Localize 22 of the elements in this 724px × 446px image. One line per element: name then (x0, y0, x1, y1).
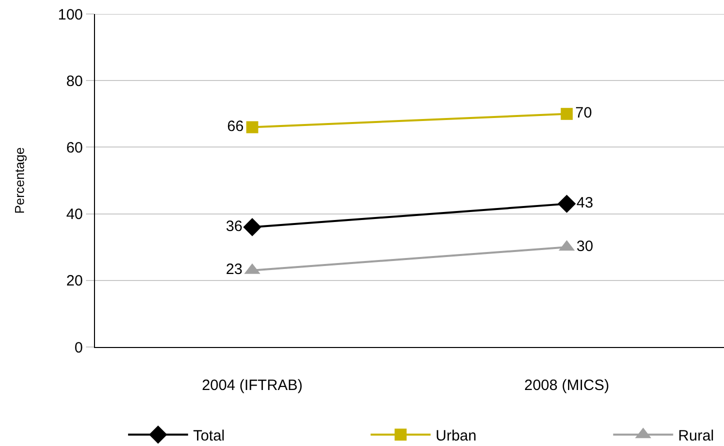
y-tick-label: 40 (66, 206, 83, 224)
data-label: 30 (576, 238, 594, 255)
y-tick-label: 60 (66, 139, 83, 156)
data-label: 36 (226, 218, 242, 235)
data-label: 43 (576, 194, 594, 212)
y-axis-title: Percentage (12, 147, 27, 214)
x-tick-label: 2008 (MICS) (524, 377, 610, 394)
y-tick-label: 20 (66, 272, 83, 290)
y-tick-label: 0 (74, 339, 83, 356)
point (243, 218, 262, 236)
legend-label: Rural (678, 427, 714, 444)
point (558, 194, 576, 213)
data-label: 66 (227, 118, 244, 135)
x-tick-label: 2004 (IFTRAB) (202, 377, 303, 394)
point (560, 108, 573, 120)
data-label: 70 (575, 104, 592, 122)
point (246, 121, 258, 134)
y-tick-label: 80 (66, 72, 83, 90)
data-label: 23 (226, 261, 242, 278)
legend-label: Urban (436, 427, 476, 444)
legend-label: Total (193, 427, 225, 444)
y-tick-label: 100 (58, 6, 83, 24)
